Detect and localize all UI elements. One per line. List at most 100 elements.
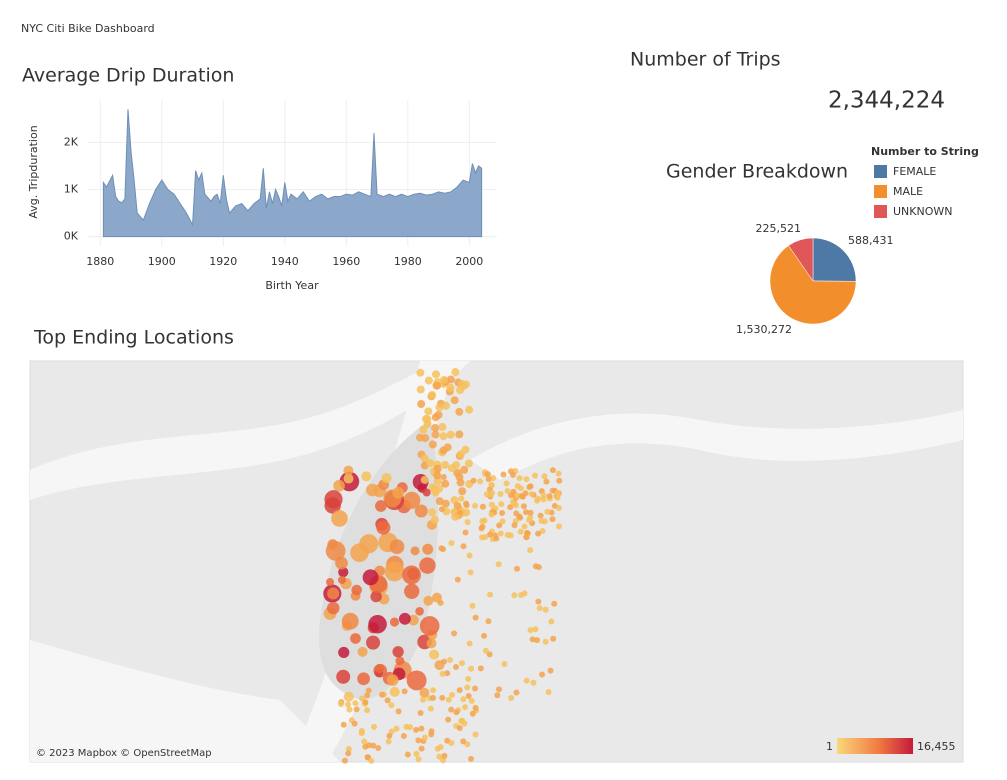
station-dot (361, 471, 372, 482)
chart-title: Top Ending Locations (33, 327, 234, 349)
station-dot (486, 531, 493, 538)
station-dot (477, 665, 484, 672)
station-dot (472, 704, 479, 711)
station-dot (386, 732, 393, 739)
station-dot (337, 575, 347, 584)
station-dot (545, 689, 552, 696)
station-dot (541, 473, 548, 480)
station-dot (370, 590, 382, 603)
station-dot (490, 475, 497, 482)
station-dot (513, 689, 520, 696)
station-dot (448, 540, 455, 547)
station-dot (538, 517, 545, 524)
station-dot (419, 557, 436, 574)
station-dot (430, 485, 439, 494)
station-dot (406, 724, 413, 731)
station-dot (446, 656, 453, 663)
station-dot (327, 587, 340, 600)
station-dot (364, 692, 371, 699)
station-dot (414, 504, 428, 518)
station-dot (556, 477, 563, 484)
station-dot (503, 480, 510, 487)
station-dot (420, 454, 429, 463)
station-dot (422, 488, 431, 497)
pie-slice (812, 237, 857, 282)
station-dot (439, 694, 446, 701)
station-dot (516, 475, 523, 482)
station-dot (554, 494, 561, 501)
station-dot (458, 718, 465, 725)
station-dot (343, 473, 354, 484)
station-dot (415, 737, 422, 744)
station-dot (468, 697, 475, 704)
station-dot (447, 464, 456, 473)
station-dot (530, 679, 537, 686)
station-dot (333, 479, 345, 492)
station-dot (482, 534, 489, 541)
station-dot (384, 697, 391, 704)
station-dot (543, 478, 550, 485)
chart-title: Gender Breakdown (666, 161, 848, 183)
map[interactable]: © 2023 Mapbox © OpenStreetMap 1 16,455 (29, 360, 964, 764)
station-dot (472, 614, 479, 621)
station-dot (325, 578, 335, 587)
station-dot (507, 504, 514, 511)
station-dot (400, 733, 407, 740)
station-dots (323, 368, 563, 764)
station-dot (418, 745, 425, 752)
station-dot (433, 464, 442, 473)
station-dot (494, 692, 501, 699)
station-dot (428, 440, 437, 449)
station-dot (444, 670, 451, 677)
station-dot (438, 506, 445, 513)
station-dot (368, 757, 375, 764)
station-dot (419, 616, 440, 636)
station-dot (451, 512, 460, 521)
station-dot (501, 661, 508, 668)
station-dot (455, 407, 464, 416)
station-dot (350, 633, 361, 644)
station-dot (466, 552, 473, 559)
station-dot (431, 430, 440, 439)
station-dot (362, 743, 369, 750)
y-axis-title: Avg. Tripduration (27, 125, 40, 218)
station-dot (403, 491, 421, 509)
station-dot (498, 501, 505, 508)
station-dot (385, 738, 392, 745)
station-dot (453, 501, 462, 510)
station-dot (468, 665, 475, 672)
kpi-value: 2,344,224 (828, 88, 945, 114)
station-dot (451, 508, 458, 515)
station-dot (440, 473, 447, 480)
station-dot (413, 726, 420, 733)
station-dot (343, 465, 354, 476)
station-dot (508, 492, 515, 499)
station-dot (434, 745, 441, 752)
station-dot (460, 543, 467, 550)
station-dot (424, 407, 433, 416)
station-dot (346, 706, 353, 713)
station-dot (431, 413, 440, 422)
station-dot (429, 649, 440, 660)
station-dot (449, 691, 456, 698)
station-dot (362, 699, 369, 706)
station-dot (361, 738, 368, 745)
station-dot (423, 595, 434, 606)
station-dot (527, 627, 534, 634)
station-dot (546, 493, 553, 500)
station-dot (326, 601, 340, 615)
station-dot (456, 687, 463, 694)
station-dot (465, 405, 474, 414)
station-dot (404, 751, 411, 758)
station-dot (430, 694, 437, 701)
station-dot (420, 696, 427, 703)
map-credit: © 2023 Mapbox © OpenStreetMap (36, 748, 212, 759)
station-dot (500, 471, 507, 478)
station-dot (325, 541, 346, 561)
station-dot (499, 510, 506, 517)
legend-swatch (874, 205, 887, 218)
water (470, 410, 963, 480)
station-dot (441, 499, 450, 508)
data-label: 1,530,272 (736, 323, 792, 336)
station-dot (548, 618, 555, 625)
